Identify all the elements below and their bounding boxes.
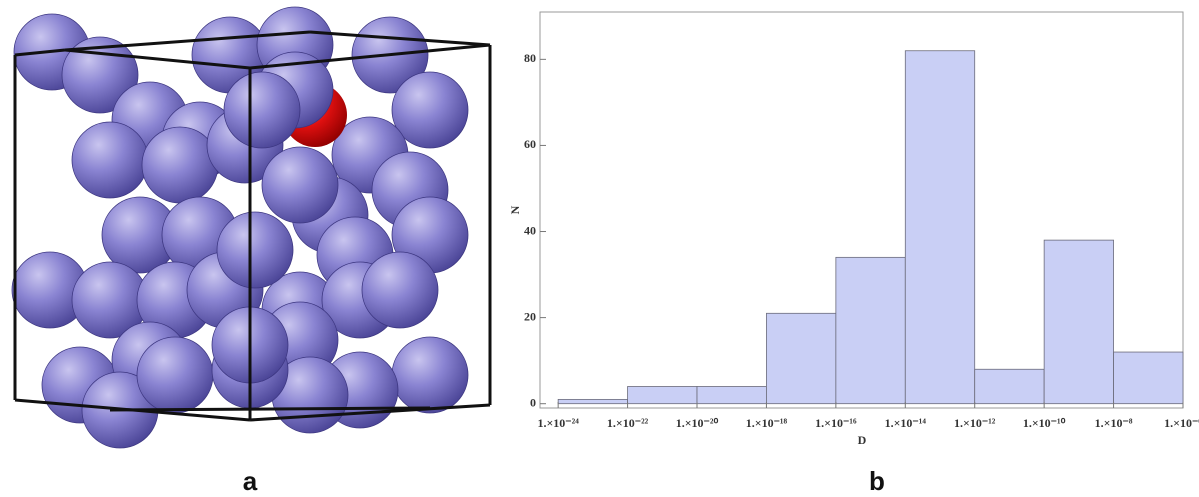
bar xyxy=(696,386,767,405)
bar xyxy=(766,312,837,405)
box-edge xyxy=(249,43,491,70)
sphere xyxy=(391,71,469,149)
sphere xyxy=(223,71,301,149)
panel-label: b xyxy=(869,466,885,496)
bar xyxy=(904,50,976,405)
bar xyxy=(1043,239,1114,405)
x-tick-label: 1.×10⁻¹⁶ xyxy=(815,416,857,430)
x-axis-label: D xyxy=(858,433,867,447)
box-edge xyxy=(64,48,251,70)
sphere-packing xyxy=(11,6,492,449)
plot-frame xyxy=(539,11,1184,409)
bar xyxy=(1113,351,1184,405)
box-edge xyxy=(249,403,491,422)
panel-label: a xyxy=(243,466,258,496)
y-tick-label: 0 xyxy=(530,395,536,409)
x-tick-label: 1.×10⁻¹² xyxy=(954,416,996,430)
y-tick-label: 20 xyxy=(524,309,536,323)
x-tick-label: 1.×10⁻²⁰ xyxy=(676,416,719,430)
bar xyxy=(835,256,906,405)
sphere xyxy=(71,121,149,199)
sphere xyxy=(261,146,339,224)
x-tick-label: 1.×10⁻¹⁰ xyxy=(1023,416,1066,430)
x-tick-label: 1.×10⁻²² xyxy=(607,416,649,430)
sphere xyxy=(141,126,219,204)
x-tick-label: 1.×10⁻⁸ xyxy=(1095,416,1133,430)
bar xyxy=(974,368,1045,405)
x-tick-label: 1.×10⁻¹⁴ xyxy=(885,416,927,430)
box-edge xyxy=(14,48,66,57)
x-tick-label: 1.×10⁻¹⁸ xyxy=(746,416,788,430)
bar xyxy=(557,398,628,405)
y-tick-label: 40 xyxy=(524,223,536,237)
sphere xyxy=(361,251,439,329)
sphere xyxy=(216,211,294,289)
sphere xyxy=(136,336,214,414)
bar xyxy=(627,386,698,405)
y-tick-label: 60 xyxy=(524,137,536,151)
x-tick-label: 1.×10⁻²⁴ xyxy=(537,416,579,430)
y-tick-label: 80 xyxy=(524,51,536,65)
box-edge xyxy=(64,30,311,52)
x-tick-label: 1.×10⁻⁶ xyxy=(1164,416,1199,430)
sphere xyxy=(391,336,469,414)
box-edge xyxy=(309,30,491,47)
box-edge xyxy=(109,406,431,412)
y-axis-label: N xyxy=(508,205,522,214)
